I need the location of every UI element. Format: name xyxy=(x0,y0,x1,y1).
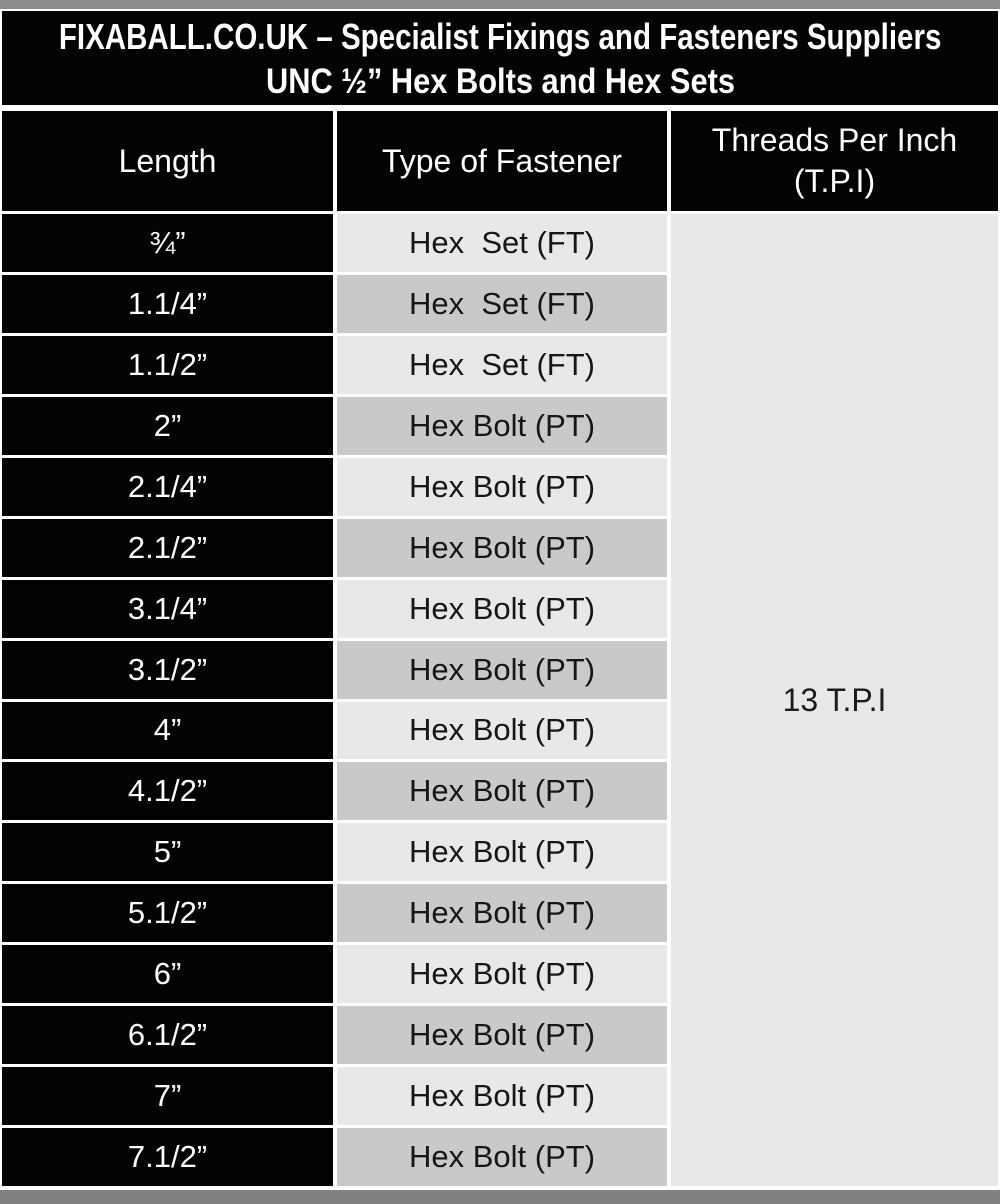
type-cell: Hex Bolt (PT) xyxy=(337,579,667,638)
type-cell: Hex Bolt (PT) xyxy=(337,457,667,516)
table-title-line2: UNC ½” Hex Bolts and Hex Sets xyxy=(265,61,735,101)
column-header-type: Type of Fastener xyxy=(337,111,667,211)
table-title-block: FIXABALL.CO.UK – Specialist Fixings and … xyxy=(2,11,998,105)
length-cell: 2.1/4” xyxy=(2,457,333,516)
type-cell: Hex Bolt (PT) xyxy=(337,396,667,455)
length-column: ¾” 1.1/4” 1.1/2” 2” 2.1/4” 2.1/2” 3.1/4” 3.1/2”… xyxy=(2,214,333,1186)
type-cell: Hex Bolt (PT) xyxy=(337,1067,667,1126)
table-body: ¾” 1.1/4” 1.1/2” 2” 2.1/4” 2.1/2” 3.1/4” 3.1/2”… xyxy=(2,214,998,1186)
length-cell: 5.1/2” xyxy=(2,884,333,943)
column-header-tpi: Threads Per Inch (T.P.I) xyxy=(671,111,998,211)
length-cell: 4” xyxy=(2,701,333,760)
length-cell: 7” xyxy=(2,1067,333,1126)
type-cell: Hex Bolt (PT) xyxy=(337,945,667,1004)
type-cell: Hex Set (FT) xyxy=(337,335,667,394)
length-cell: 6” xyxy=(2,945,333,1004)
bottom-border-bar xyxy=(0,1190,1000,1204)
length-cell: 1.1/4” xyxy=(2,274,333,333)
type-cell: Hex Set (FT) xyxy=(337,214,667,272)
type-cell: Hex Set (FT) xyxy=(337,274,667,333)
length-cell: 6.1/2” xyxy=(2,1006,333,1065)
type-cell: Hex Bolt (PT) xyxy=(337,1128,667,1186)
length-cell: 2.1/2” xyxy=(2,518,333,577)
merged-tpi-cell: 13 T.P.I xyxy=(671,214,998,1186)
type-cell: Hex Bolt (PT) xyxy=(337,518,667,577)
type-cell: Hex Bolt (PT) xyxy=(337,640,667,699)
tpi-value: 13 T.P.I xyxy=(782,681,887,718)
top-border-bar xyxy=(0,0,1000,9)
type-cell: Hex Bolt (PT) xyxy=(337,1006,667,1065)
type-cell: Hex Bolt (PT) xyxy=(337,823,667,882)
length-cell: 5” xyxy=(2,823,333,882)
length-cell: 4.1/2” xyxy=(2,762,333,821)
length-cell: 2” xyxy=(2,396,333,455)
type-cell: Hex Bolt (PT) xyxy=(337,701,667,760)
length-cell: 1.1/2” xyxy=(2,335,333,394)
length-cell: 7.1/2” xyxy=(2,1128,333,1186)
column-header-length: Length xyxy=(2,111,333,211)
type-cell: Hex Bolt (PT) xyxy=(337,884,667,943)
table-title-line1: FIXABALL.CO.UK – Specialist Fixings and … xyxy=(58,15,942,57)
length-cell: 3.1/2” xyxy=(2,640,333,699)
length-cell: ¾” xyxy=(2,214,333,272)
type-cell: Hex Bolt (PT) xyxy=(337,762,667,821)
length-cell: 3.1/4” xyxy=(2,579,333,638)
table-header-row: Length Type of Fastener Threads Per Inch… xyxy=(2,111,998,211)
type-column: Hex Set (FT) Hex Set (FT) Hex Set (FT) Hex … xyxy=(337,214,667,1186)
